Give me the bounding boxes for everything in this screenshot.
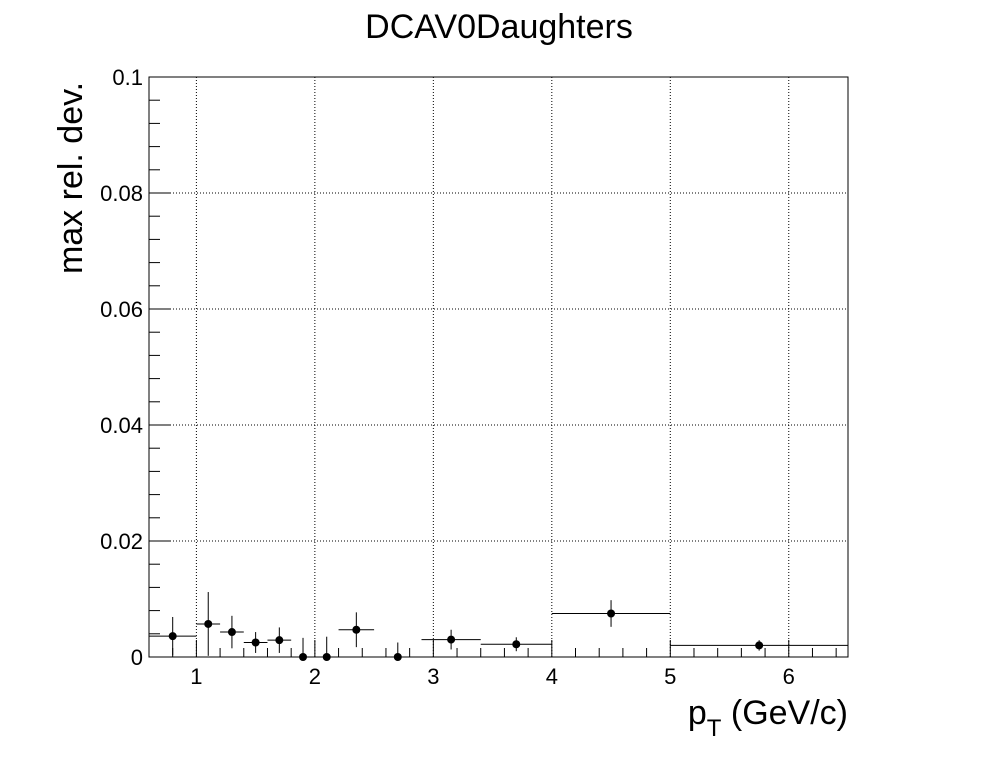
data-point: [447, 635, 456, 644]
data-point: [512, 640, 521, 649]
data-point: [204, 619, 213, 628]
data-point: [251, 638, 260, 647]
data-point: [607, 609, 616, 618]
data-point-group: [196, 592, 221, 656]
x-tick-label: 2: [309, 664, 321, 689]
y-axis-title: max rel. dev.: [52, 82, 90, 274]
x-axis-title-unit: (GeV/c): [721, 694, 848, 732]
y-tick-label: 0.08: [100, 181, 143, 206]
y-tick-label: 0.04: [100, 413, 143, 438]
y-tick-label: 0: [131, 645, 143, 670]
x-tick-label: 1: [190, 664, 202, 689]
data-point: [352, 625, 361, 634]
data-point-group: [421, 629, 481, 650]
y-tick-label: 0.1: [112, 65, 143, 90]
x-axis-title: pT (GeV/c): [688, 694, 848, 742]
data-point-group: [267, 627, 292, 653]
data-point-group: [220, 615, 244, 649]
data-point-group: [243, 632, 268, 653]
data-point-group: [480, 637, 552, 652]
y-tick-label: 0.02: [100, 529, 143, 554]
data-point: [168, 632, 177, 641]
data-point: [275, 636, 284, 645]
data-point-group: [338, 612, 375, 648]
data-point: [227, 628, 236, 637]
x-tick-label: 3: [427, 664, 439, 689]
data-point-group: [670, 640, 848, 651]
x-axis-title-subscript: T: [707, 715, 722, 742]
x-axis-title-main: p: [688, 694, 707, 732]
axes: 0 0.02 0.04 0.06 0.08 0.1 1 2 3 4 5 6: [100, 65, 837, 689]
data-point: [755, 641, 764, 650]
x-tick-label: 5: [664, 664, 676, 689]
x-tick-label: 6: [783, 664, 795, 689]
plot-frame: [148, 76, 849, 658]
data-point-group: [551, 600, 671, 627]
chart-title: DCAV0Daughters: [365, 8, 633, 46]
x-tick-label: 4: [546, 664, 558, 689]
grid-lines: [149, 77, 848, 657]
y-tick-label: 0.06: [100, 297, 143, 322]
